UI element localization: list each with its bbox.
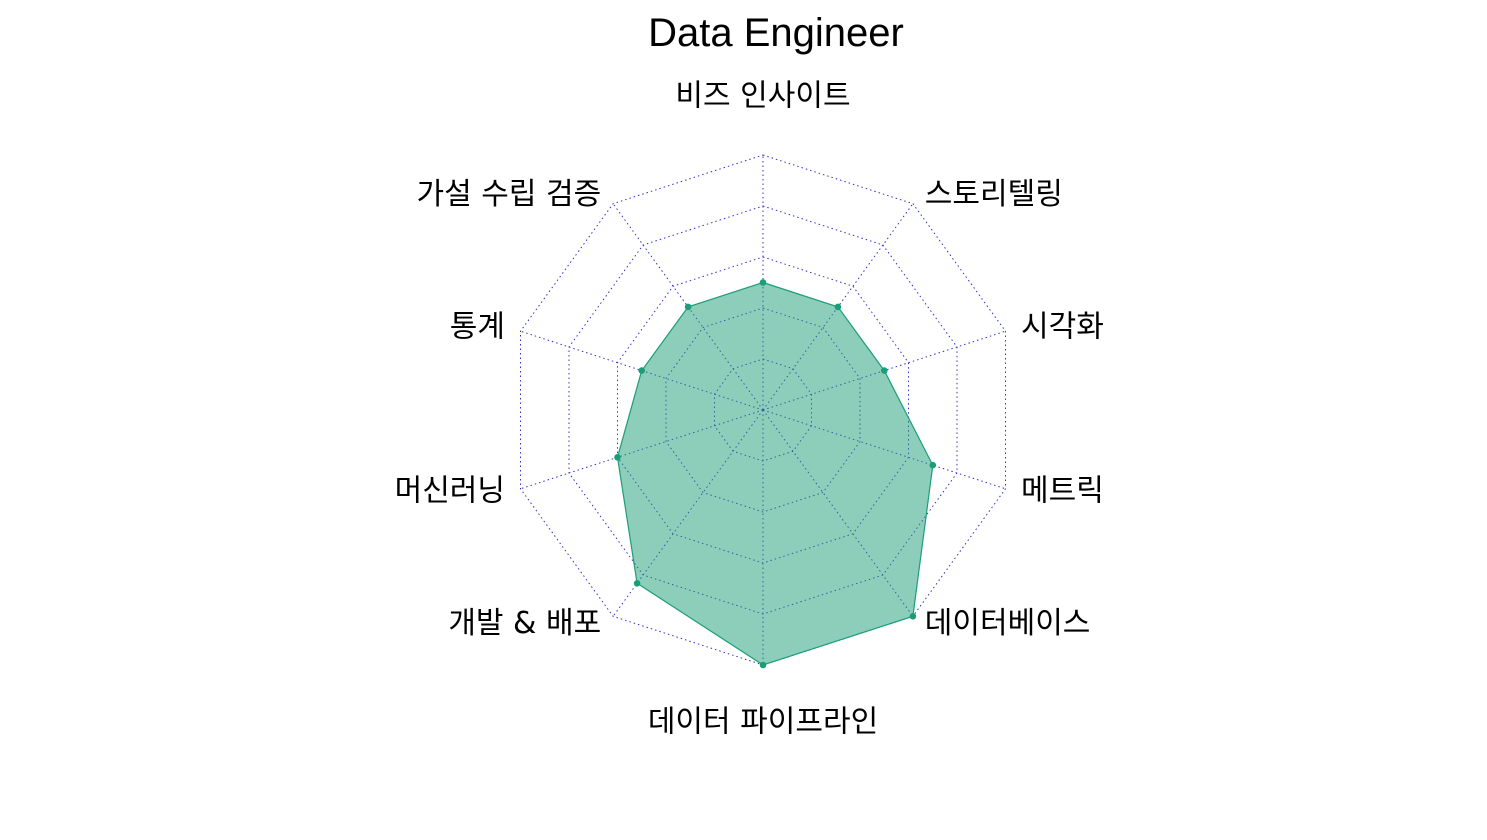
axis-label: 가설 수립 검증 bbox=[417, 177, 602, 212]
axis-label: 개발 & 배포 bbox=[448, 606, 601, 641]
axis-label: 시각화 bbox=[1021, 310, 1104, 345]
axis-label: 비즈 인사이트 bbox=[675, 79, 850, 114]
data-point bbox=[633, 580, 641, 587]
data-point bbox=[759, 661, 767, 669]
data-point bbox=[684, 303, 692, 311]
data-point bbox=[929, 461, 937, 469]
radar-series bbox=[614, 279, 937, 669]
chart-title: Data Engineer bbox=[648, 11, 904, 55]
series-area bbox=[616, 281, 934, 666]
data-point bbox=[614, 454, 621, 461]
data-point bbox=[759, 279, 767, 286]
data-point bbox=[881, 367, 888, 374]
axis-label: 데이터베이스 bbox=[925, 606, 1091, 641]
axis-label: 데이터 파이프라인 bbox=[648, 705, 878, 740]
axis-label: 머신러닝 bbox=[395, 473, 505, 508]
data-point bbox=[638, 367, 645, 374]
data-point bbox=[834, 303, 842, 311]
axis-spoke bbox=[612, 203, 764, 411]
axis-label: 통계 bbox=[450, 310, 505, 345]
axis-label: 메트릭 bbox=[1021, 473, 1104, 508]
data-point bbox=[909, 613, 917, 620]
axis-label: 스토리텔링 bbox=[925, 177, 1063, 212]
axis-spoke bbox=[762, 203, 914, 411]
